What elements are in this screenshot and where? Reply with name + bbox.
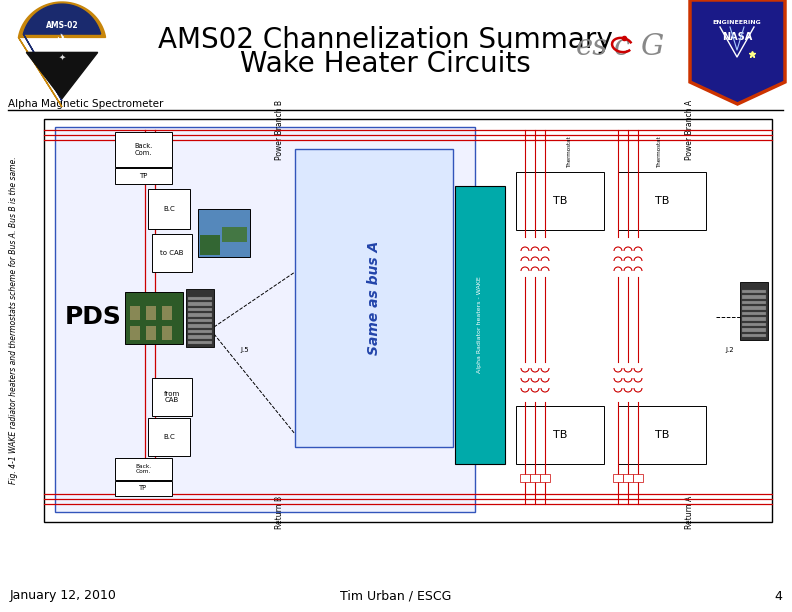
Bar — [540, 474, 550, 482]
Text: Back.
Com.: Back. Com. — [135, 464, 151, 474]
Bar — [188, 302, 212, 305]
Bar — [613, 474, 623, 482]
Bar — [188, 329, 212, 333]
Bar — [200, 235, 220, 255]
Text: Thermostat: Thermostat — [568, 136, 573, 168]
Bar — [188, 313, 212, 316]
Text: Wake Heater Circuits: Wake Heater Circuits — [240, 50, 531, 78]
Bar — [520, 474, 530, 482]
Polygon shape — [26, 53, 97, 99]
Bar — [188, 324, 212, 327]
Text: NASA: NASA — [722, 32, 752, 42]
Bar — [188, 318, 212, 322]
Bar — [742, 289, 766, 293]
Text: Alpha Magnetic Spectrometer: Alpha Magnetic Spectrometer — [8, 99, 163, 109]
Text: es: es — [576, 33, 608, 61]
Text: to CAB: to CAB — [160, 250, 184, 256]
Bar — [130, 326, 140, 340]
Text: Power Branch B: Power Branch B — [276, 100, 284, 160]
Text: TB: TB — [655, 196, 669, 206]
Text: B.C: B.C — [163, 206, 175, 212]
Bar — [125, 292, 183, 344]
Bar — [516, 406, 604, 464]
Bar — [162, 326, 172, 340]
Bar — [148, 189, 190, 229]
Bar — [115, 168, 172, 184]
Text: J.2: J.2 — [725, 347, 734, 353]
Bar — [198, 209, 250, 257]
Text: PDS: PDS — [65, 305, 121, 329]
Text: ENGINEERING: ENGINEERING — [713, 20, 761, 24]
Text: from
CAB: from CAB — [164, 390, 180, 403]
Bar — [115, 458, 172, 480]
Text: TP: TP — [139, 485, 147, 491]
Bar — [530, 474, 540, 482]
Text: J.5: J.5 — [241, 347, 249, 353]
Bar — [742, 323, 766, 326]
Bar — [130, 306, 140, 320]
Text: Return B: Return B — [276, 496, 284, 529]
Polygon shape — [18, 2, 105, 107]
Text: ✈: ✈ — [57, 33, 67, 47]
Text: AMS02 Channelization Summary: AMS02 Channelization Summary — [158, 26, 612, 54]
Polygon shape — [690, 0, 785, 104]
Text: TP: TP — [139, 173, 147, 179]
Text: TB: TB — [553, 430, 567, 440]
Bar — [742, 328, 766, 332]
Text: G: G — [640, 33, 663, 61]
Bar — [633, 474, 643, 482]
Bar — [516, 172, 604, 230]
Bar — [162, 306, 172, 320]
Text: TB: TB — [553, 196, 567, 206]
Text: Return A: Return A — [686, 495, 695, 529]
Bar — [222, 227, 247, 242]
Text: Tim Urban / ESCG: Tim Urban / ESCG — [341, 589, 451, 602]
Text: 4: 4 — [774, 589, 782, 602]
Text: Alpha Radiator heaters - WAKE: Alpha Radiator heaters - WAKE — [478, 277, 482, 373]
Bar — [188, 335, 212, 338]
Bar — [623, 474, 633, 482]
Text: Thermostat: Thermostat — [657, 136, 662, 168]
Bar — [55, 127, 475, 512]
Polygon shape — [23, 4, 101, 101]
Bar — [146, 306, 156, 320]
Bar — [186, 289, 214, 347]
Bar — [44, 119, 772, 522]
Bar — [152, 234, 192, 272]
Text: January 12, 2010: January 12, 2010 — [10, 589, 117, 602]
Bar — [455, 186, 505, 464]
Bar — [188, 296, 212, 300]
Bar — [742, 300, 766, 304]
Bar — [742, 312, 766, 315]
Bar — [115, 132, 172, 167]
Text: B.C: B.C — [163, 434, 175, 440]
Text: c: c — [614, 33, 630, 61]
Bar — [188, 307, 212, 311]
Text: Back.
Com.: Back. Com. — [135, 143, 153, 156]
Bar — [188, 340, 212, 344]
Text: ✦: ✦ — [59, 52, 66, 61]
Bar — [742, 295, 766, 299]
Text: AMS-02: AMS-02 — [46, 21, 78, 29]
Text: Fig. 4-1 WAKE radiator heaters and thermostats scheme for Bus A. Bus B is the sa: Fig. 4-1 WAKE radiator heaters and therm… — [10, 156, 18, 484]
Bar — [742, 334, 766, 337]
Text: Power Branch A: Power Branch A — [686, 100, 695, 160]
Bar — [115, 481, 172, 496]
Bar — [148, 418, 190, 456]
Bar — [742, 317, 766, 321]
Bar — [618, 172, 706, 230]
Text: Same as bus A: Same as bus A — [367, 241, 381, 355]
Bar — [618, 406, 706, 464]
Bar — [742, 306, 766, 310]
Bar — [146, 326, 156, 340]
Bar — [740, 282, 768, 340]
Bar — [295, 149, 453, 447]
Bar — [152, 378, 192, 416]
Text: TB: TB — [655, 430, 669, 440]
